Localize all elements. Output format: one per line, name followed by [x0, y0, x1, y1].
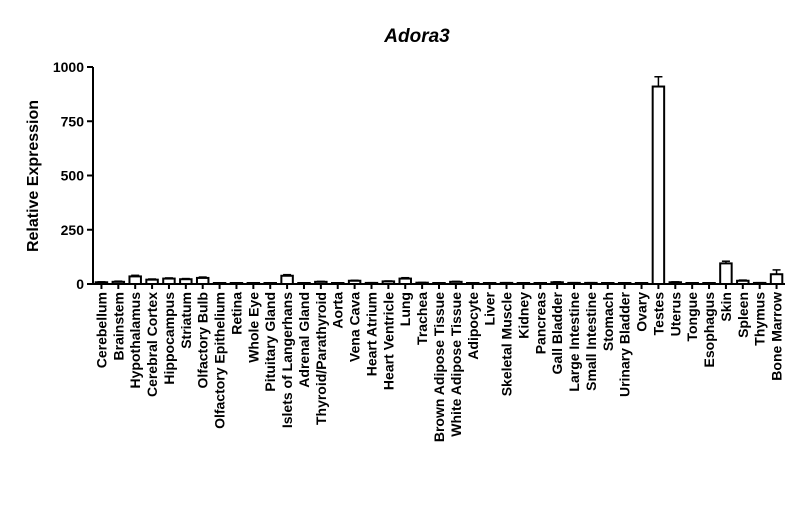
- x-tick-label: Ovary: [634, 292, 650, 332]
- y-tick-label: 250: [61, 222, 85, 238]
- x-tick-label: Stomach: [600, 292, 616, 351]
- x-tick-label: Hypothalamus: [127, 292, 143, 389]
- x-tick-label: Skeletal Muscle: [499, 292, 515, 396]
- x-tick-label: Large Intestine: [566, 292, 582, 392]
- bar: [736, 279, 750, 285]
- bar: [280, 274, 294, 285]
- x-tick-label: Adrenal Gland: [296, 292, 312, 388]
- bar: [179, 278, 193, 286]
- bar: [111, 280, 126, 285]
- x-tick-label: Liver: [482, 291, 498, 325]
- x-tick-label: Brainstem: [110, 292, 126, 360]
- x-tick-label: Lung: [397, 292, 413, 326]
- y-tick-label: 500: [61, 168, 85, 184]
- x-tick-label: Thymus: [752, 292, 768, 346]
- x-tick-label: Heart Atrium: [363, 292, 379, 376]
- axes: [87, 66, 785, 289]
- bar: [651, 85, 666, 285]
- bar: [347, 279, 362, 285]
- x-tick-label: Skin: [718, 292, 734, 322]
- x-tick-label: Cerebellum: [93, 292, 109, 368]
- x-tick-label: Uterus: [667, 292, 683, 337]
- bar: [381, 280, 396, 285]
- x-tick-label: Pancreas: [532, 292, 548, 354]
- x-tick-label: Esophagus: [701, 292, 717, 368]
- x-tick-label: Striatum: [178, 292, 194, 349]
- x-tick-label: Aorta: [330, 292, 346, 329]
- bar: [719, 262, 733, 286]
- y-tick-label: 0: [76, 276, 84, 292]
- x-tick-label: Pituitary Gland: [262, 292, 278, 392]
- x-tick-label: White Adipose Tissue: [448, 292, 464, 437]
- x-tick-labels: Cerebellum Brainstem Hypothalamus Cerebral …: [93, 291, 784, 442]
- chart-title: Adora3: [383, 26, 450, 47]
- y-tick-labels: 0 250 500 750 1000: [53, 59, 84, 292]
- x-tick-label: Retina: [228, 292, 244, 335]
- x-tick-label: Hippocampus: [161, 292, 177, 385]
- x-tick-label: Bone Marrow: [769, 292, 785, 381]
- x-tick-label: Brown Adipose Tissue: [431, 292, 447, 442]
- x-tick-label: Olfactory Bulb: [195, 292, 211, 388]
- bar: [769, 273, 784, 285]
- y-tick-label: 1000: [53, 59, 84, 75]
- x-tick-label: Trachea: [414, 292, 430, 345]
- bar: [162, 277, 176, 286]
- bar: [314, 280, 328, 285]
- x-tick-label: Gall Bladder: [549, 291, 565, 374]
- bar: [145, 278, 159, 286]
- y-axis-label: Relative Expression: [25, 100, 42, 252]
- x-tick-label: Urinary Bladder: [617, 291, 633, 397]
- x-tick-label: Cerebral Cortex: [144, 292, 160, 397]
- x-tick-label: Adipocyte: [465, 292, 481, 360]
- x-tick-label: Testes: [650, 292, 666, 336]
- bar: [398, 277, 412, 286]
- bar: [195, 276, 210, 286]
- x-tick-label: Thyroid/Parathyroid: [313, 292, 329, 425]
- y-tick-label: 750: [61, 113, 85, 129]
- x-tick-label: Whole Eye: [245, 292, 261, 363]
- bar: [128, 275, 142, 285]
- x-tick-label: Small Intestine: [583, 292, 599, 391]
- x-tick-label: Tongue: [684, 292, 700, 342]
- x-tick-label: Spleen: [735, 292, 751, 338]
- x-tick-label: Vena Cava: [347, 292, 363, 362]
- x-tick-label: Islets of Langerhans: [279, 292, 295, 428]
- x-tick-label: Heart Ventricle: [380, 292, 396, 390]
- x-tick-label: Kidney: [515, 292, 531, 339]
- bars: [94, 76, 784, 286]
- bar: [449, 280, 463, 285]
- x-tick-label: Olfactory Epithelium: [212, 292, 228, 429]
